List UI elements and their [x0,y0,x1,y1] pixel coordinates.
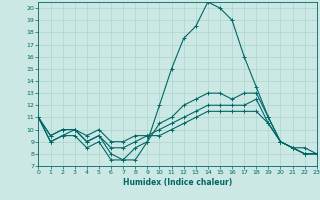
X-axis label: Humidex (Indice chaleur): Humidex (Indice chaleur) [123,178,232,187]
